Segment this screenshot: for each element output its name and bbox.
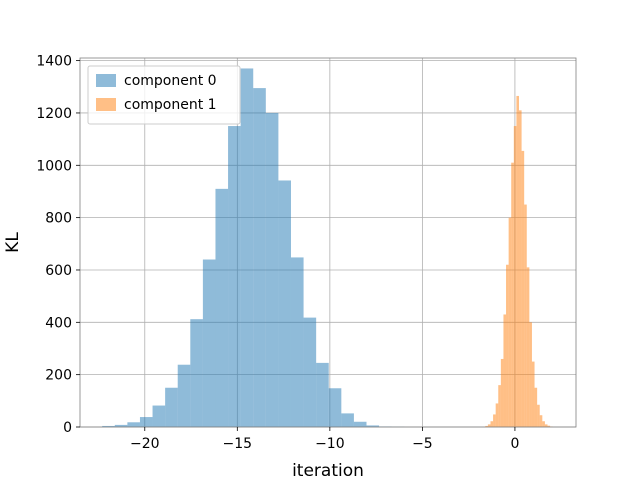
histogram-bar-series-1 [490, 421, 494, 427]
histogram-bar-series-0 [265, 112, 279, 427]
x-tick-label: 0 [510, 436, 519, 452]
y-tick-label: 1000 [36, 158, 72, 174]
x-tick-label: −10 [315, 436, 345, 452]
histogram-bar-series-1 [493, 414, 496, 427]
histogram-bar-series-1 [518, 110, 522, 427]
y-tick-label: 0 [63, 420, 72, 436]
histogram-bar-series-1 [529, 322, 532, 427]
histogram-bar-series-1 [503, 314, 507, 427]
histogram-bar-series-0 [190, 319, 203, 427]
histogram-bar-series-1 [485, 425, 488, 427]
y-tick-label: 1400 [36, 54, 72, 70]
plot-area-frame [79, 57, 577, 428]
histogram-bar-series-1 [524, 204, 527, 427]
histogram-bar-series-0 [278, 180, 291, 427]
histogram-bar-series-1 [511, 162, 514, 427]
histogram-bar-series-0 [152, 405, 166, 427]
x-axis-ticks: −20 −15 −10 −5 0 [130, 427, 519, 452]
histogram-bar-series-0 [215, 188, 229, 427]
histogram-bar-series-1 [513, 126, 517, 428]
x-tick-label: −15 [223, 436, 253, 452]
y-tick-label: 800 [45, 211, 72, 227]
legend-swatch [96, 98, 116, 111]
histogram-bar-series-0 [114, 424, 128, 427]
histogram-bar-series-1 [544, 424, 548, 427]
histogram-bar-series-1 [498, 385, 501, 427]
y-tick-label: 1200 [36, 106, 72, 122]
histogram-bar-series-0 [316, 362, 329, 427]
histogram-bar-series-1 [531, 361, 535, 427]
x-tick-label: −20 [130, 436, 160, 452]
histogram-bar-series-0 [328, 388, 342, 427]
histogram-bar-series-0 [290, 257, 304, 427]
histogram-bar-series-1 [487, 424, 491, 427]
y-tick-label: 400 [45, 315, 72, 331]
histogram-bar-series-0 [341, 413, 354, 427]
x-axis-label: iteration [292, 461, 364, 480]
histogram-bar-series-0 [240, 68, 254, 428]
histogram-bar-series-0 [303, 317, 317, 427]
histogram-bar-series-0 [202, 259, 216, 427]
histogram-bar-series-1 [506, 264, 509, 427]
histogram-bar-series-1 [516, 95, 519, 427]
histogram-bar-series-1 [534, 387, 538, 427]
histogram-bar-series-0 [353, 421, 367, 427]
legend-label: component 0 [124, 73, 217, 89]
histogram-bar-series-1 [521, 150, 525, 428]
histogram-bar-series-1 [508, 217, 512, 427]
histogram-bar-series-0 [177, 364, 191, 427]
y-axis-ticks: 0 200 400 600 800 1000 1200 1400 [36, 54, 80, 436]
histogram-bar-series-0 [102, 425, 115, 427]
histogram-bar-series-0 [253, 88, 266, 428]
histogram-bar-series-0 [228, 126, 241, 428]
histogram-bar-series-1 [526, 267, 530, 427]
y-tick-label: 200 [45, 368, 72, 384]
histogram-bar-series-0 [139, 417, 153, 427]
legend-label: component 1 [124, 97, 217, 113]
histogram-bar-series-0 [366, 425, 380, 427]
histogram-bar-series-1 [542, 421, 545, 427]
legend: component 0 component 1 [87, 65, 241, 125]
x-tick-label: −5 [412, 436, 433, 452]
histogram-bar-series-1 [500, 358, 504, 427]
histogram-bar-series-1 [547, 425, 551, 427]
y-tick-label: 600 [45, 263, 72, 279]
y-axis-label: KL [3, 232, 23, 253]
histogram-bar-series-0 [127, 422, 140, 427]
histogram-bar-series-1 [495, 403, 499, 427]
histogram-bar-series-1 [539, 415, 543, 427]
histogram-bars [102, 68, 553, 428]
histogram-bar-series-0 [165, 387, 178, 427]
histogram-bar-series-1 [537, 404, 540, 427]
legend-swatch [96, 74, 116, 87]
legend-box [87, 65, 241, 125]
